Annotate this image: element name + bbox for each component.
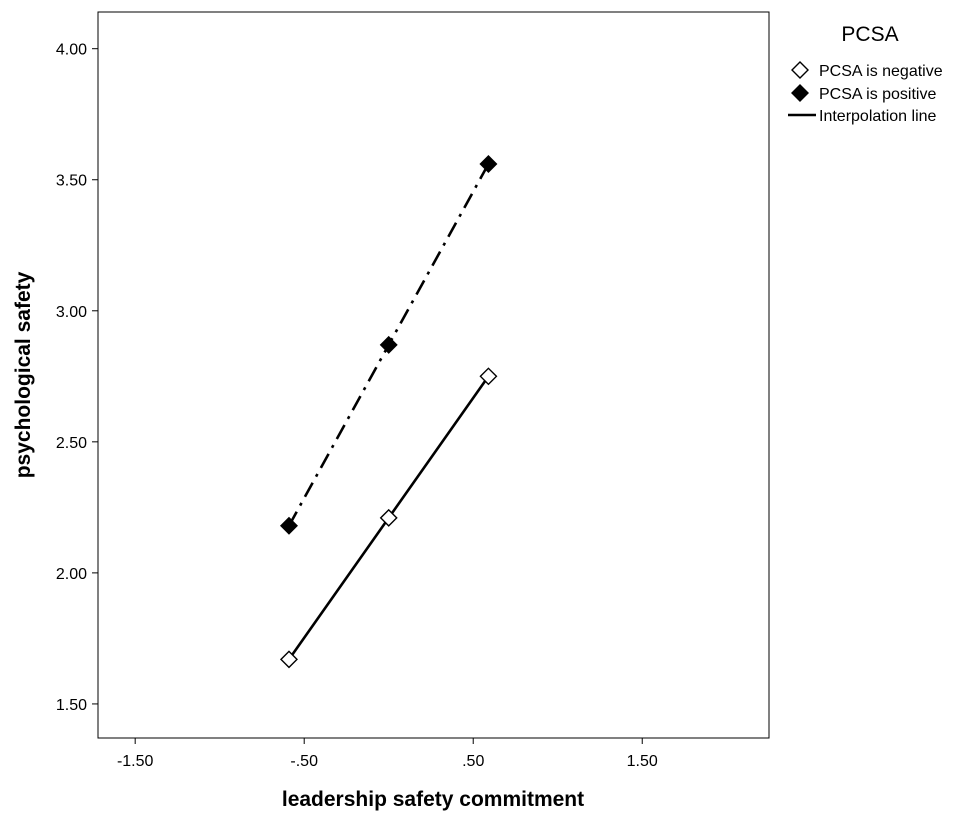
legend-title: PCSA [841, 23, 898, 46]
series-positive [279, 155, 498, 535]
x-tick-label: -1.50 [117, 753, 154, 770]
data-point [379, 335, 398, 354]
y-tick-label: 3.00 [56, 304, 87, 321]
series-layer [279, 155, 498, 669]
data-point [279, 650, 298, 669]
legend-item: PCSA is positive [791, 84, 936, 103]
plot-frame [97, 11, 770, 739]
x-axis: -1.50 -.50 .50 1.50 [117, 738, 658, 770]
legend-filled-diamond-icon [791, 84, 809, 102]
x-axis-title: leadership safety commitment [282, 788, 584, 811]
x-tick-label: .50 [462, 753, 484, 770]
data-point [279, 516, 298, 535]
x-tick-label: 1.50 [627, 753, 658, 770]
legend-item: PCSA is negative [791, 61, 943, 80]
legend-open-diamond-icon [791, 61, 809, 79]
legend-items: PCSA is negative PCSA is positive Interpol… [788, 61, 943, 125]
legend-item: Interpolation line [788, 108, 937, 125]
series-negative [279, 367, 498, 669]
y-tick-label: 2.50 [56, 435, 87, 452]
y-axis: 1.50 2.00 2.50 3.00 3.50 4.00 [56, 42, 98, 714]
y-tick-label: 1.50 [56, 697, 87, 714]
data-point [379, 508, 398, 527]
legend-label: PCSA is negative [819, 63, 943, 80]
x-tick-label: -.50 [290, 753, 318, 770]
data-point [479, 367, 498, 386]
y-axis-title: psychological safety [12, 271, 35, 478]
legend: PCSA PCSA is negative PCSA is positive Int… [788, 23, 943, 125]
y-tick-label: 3.50 [56, 173, 87, 190]
data-point [479, 155, 498, 174]
y-tick-label: 4.00 [56, 42, 87, 59]
y-tick-label: 2.00 [56, 566, 87, 583]
legend-label: Interpolation line [819, 108, 937, 125]
legend-label: PCSA is positive [819, 86, 936, 103]
